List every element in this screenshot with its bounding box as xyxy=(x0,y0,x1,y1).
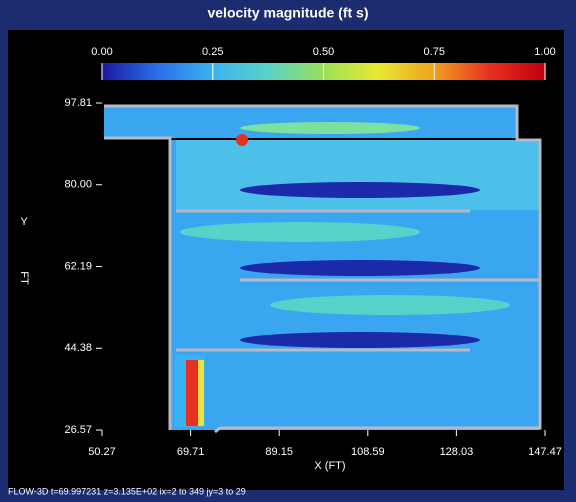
y-tick-label: 62.19 xyxy=(64,260,92,272)
x-tick-label: 89.15 xyxy=(265,446,293,458)
colorbar-tick-label: 0.50 xyxy=(313,46,334,58)
x-tick-label: 108.59 xyxy=(351,446,385,458)
y-tick-label: 26.57 xyxy=(64,424,92,436)
y-tick-label: 97.81 xyxy=(64,97,92,109)
x-tick-label: 128.03 xyxy=(440,446,474,458)
colorbar-tick-label: 0.75 xyxy=(424,46,445,58)
x-axis-label: X (FT) xyxy=(314,460,345,472)
y-axis-label: Y xyxy=(20,216,28,228)
colorbar-tick-label: 0.00 xyxy=(91,46,112,58)
x-tick-label: 147.47 xyxy=(528,446,562,458)
x-tick-label: 69.71 xyxy=(177,446,205,458)
colorbar-tick-label: 0.25 xyxy=(202,46,223,58)
y-tick-label: 80.00 xyxy=(64,179,92,191)
x-tick-label: 50.27 xyxy=(88,446,116,458)
flow-field xyxy=(102,104,545,434)
chart-title: velocity magnitude (ft s) xyxy=(207,5,368,21)
y-axis-unit: FT xyxy=(18,271,30,285)
colorbar-tick-label: 1.00 xyxy=(534,46,555,58)
y-tick-label: 44.38 xyxy=(64,342,92,354)
footer: FLOW-3D t=69.997231 z=3.135E+02 ix=2 to … xyxy=(8,486,246,496)
